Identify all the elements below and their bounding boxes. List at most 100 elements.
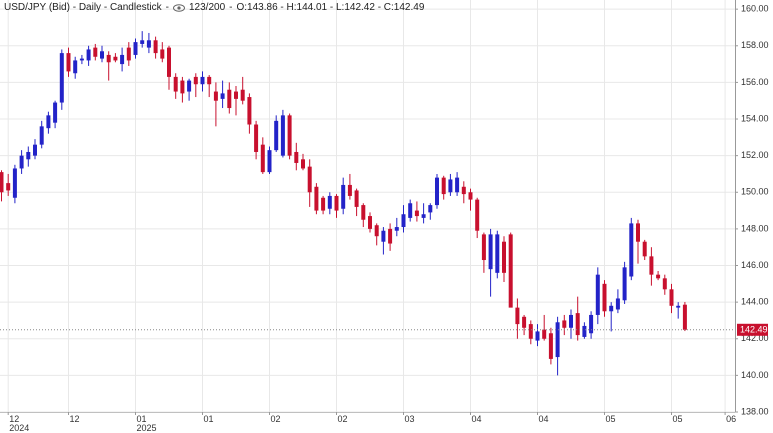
- candle: [220, 80, 225, 109]
- candle-body: [589, 314, 594, 334]
- candle: [46, 111, 51, 134]
- candle-body: [361, 205, 366, 220]
- candle-body: [461, 186, 466, 195]
- candle: [354, 188, 359, 217]
- candle-body: [341, 184, 346, 209]
- candle: [187, 78, 192, 101]
- candle-body: [368, 216, 372, 229]
- y-tick-label: 154.00: [741, 113, 769, 123]
- candle: [595, 267, 600, 325]
- candle: [260, 137, 265, 174]
- y-tick-label: 148.00: [741, 223, 769, 233]
- candle-body: [408, 203, 413, 218]
- candle: [126, 42, 131, 66]
- candle-body: [207, 76, 212, 85]
- candle: [294, 142, 299, 171]
- candle: [267, 146, 272, 174]
- candle: [347, 173, 352, 200]
- candle-body: [615, 298, 620, 310]
- candle-body: [428, 205, 433, 213]
- candle: [461, 181, 466, 204]
- candle-body: [294, 151, 299, 163]
- candle: [528, 320, 533, 345]
- candle-body: [19, 155, 24, 169]
- candle: [93, 43, 98, 61]
- candle: [401, 205, 406, 233]
- candle: [682, 301, 687, 332]
- candle: [475, 197, 480, 239]
- candle: [254, 120, 259, 160]
- candle: [368, 212, 372, 233]
- x-tick-label: 04: [538, 414, 549, 424]
- candle: [676, 302, 681, 319]
- candle-body: [220, 93, 225, 99]
- candle-body: [146, 40, 151, 48]
- candle: [542, 314, 547, 341]
- candle-body: [33, 144, 37, 156]
- candle-body: [274, 120, 279, 151]
- separator: -: [229, 2, 233, 13]
- candle: [488, 228, 493, 297]
- candle: [548, 327, 553, 365]
- candle: [615, 289, 620, 314]
- candle: [301, 153, 305, 171]
- candle-body: [649, 256, 654, 275]
- candle-body: [468, 192, 473, 200]
- candle-body: [200, 76, 205, 85]
- candle: [240, 76, 245, 105]
- candle-body: [267, 150, 272, 173]
- candle: [629, 217, 634, 281]
- candle-body: [595, 274, 600, 315]
- candle-body: [609, 305, 614, 312]
- candle: [120, 47, 125, 72]
- candle: [656, 271, 661, 281]
- y-tick-label: 142.00: [741, 333, 769, 343]
- candle-body: [455, 177, 460, 193]
- separator: -: [165, 2, 169, 13]
- candle-body: [334, 195, 339, 211]
- candle-body: [314, 186, 319, 211]
- candle-body: [669, 289, 674, 306]
- candle-body: [508, 234, 513, 308]
- candle-body: [381, 230, 386, 242]
- x-tick-label: 01 2025: [136, 414, 157, 433]
- candle-body: [213, 91, 218, 101]
- candle-body: [629, 223, 634, 277]
- candle: [100, 45, 104, 63]
- candle-body: [582, 325, 587, 337]
- candle: [200, 71, 205, 92]
- candle-body: [66, 53, 71, 72]
- candle: [227, 82, 232, 114]
- candle: [193, 73, 198, 98]
- candle: [341, 177, 346, 215]
- candle: [522, 314, 527, 336]
- candle-body: [6, 183, 11, 191]
- candle-body: [528, 324, 533, 339]
- candle-body: [227, 89, 232, 109]
- candle: [247, 93, 252, 134]
- candle: [280, 109, 285, 158]
- candle-body: [327, 195, 332, 209]
- y-tick-label: 160.00: [741, 4, 769, 14]
- candle: [448, 173, 453, 196]
- candle-body: [153, 40, 158, 54]
- candle-body: [495, 234, 500, 273]
- ohlc-readout: O:143.86 - H:144.01 - L:142.42 - C:142.4…: [236, 2, 425, 13]
- candle: [59, 49, 64, 110]
- candle-body: [662, 278, 667, 290]
- candle: [207, 75, 212, 98]
- visibility-icon[interactable]: [172, 3, 185, 12]
- x-tick-label: 03: [404, 414, 415, 424]
- candle: [140, 31, 145, 48]
- candle: [582, 322, 587, 339]
- candle-body: [488, 234, 493, 270]
- candle: [334, 194, 339, 218]
- candle: [428, 203, 433, 220]
- candle: [414, 201, 419, 222]
- candle-body: [93, 47, 98, 57]
- candle-body: [642, 241, 647, 257]
- candle-body: [0, 172, 4, 193]
- candle-body: [602, 283, 607, 312]
- x-tick-label: 05: [672, 414, 683, 424]
- candle: [19, 150, 24, 174]
